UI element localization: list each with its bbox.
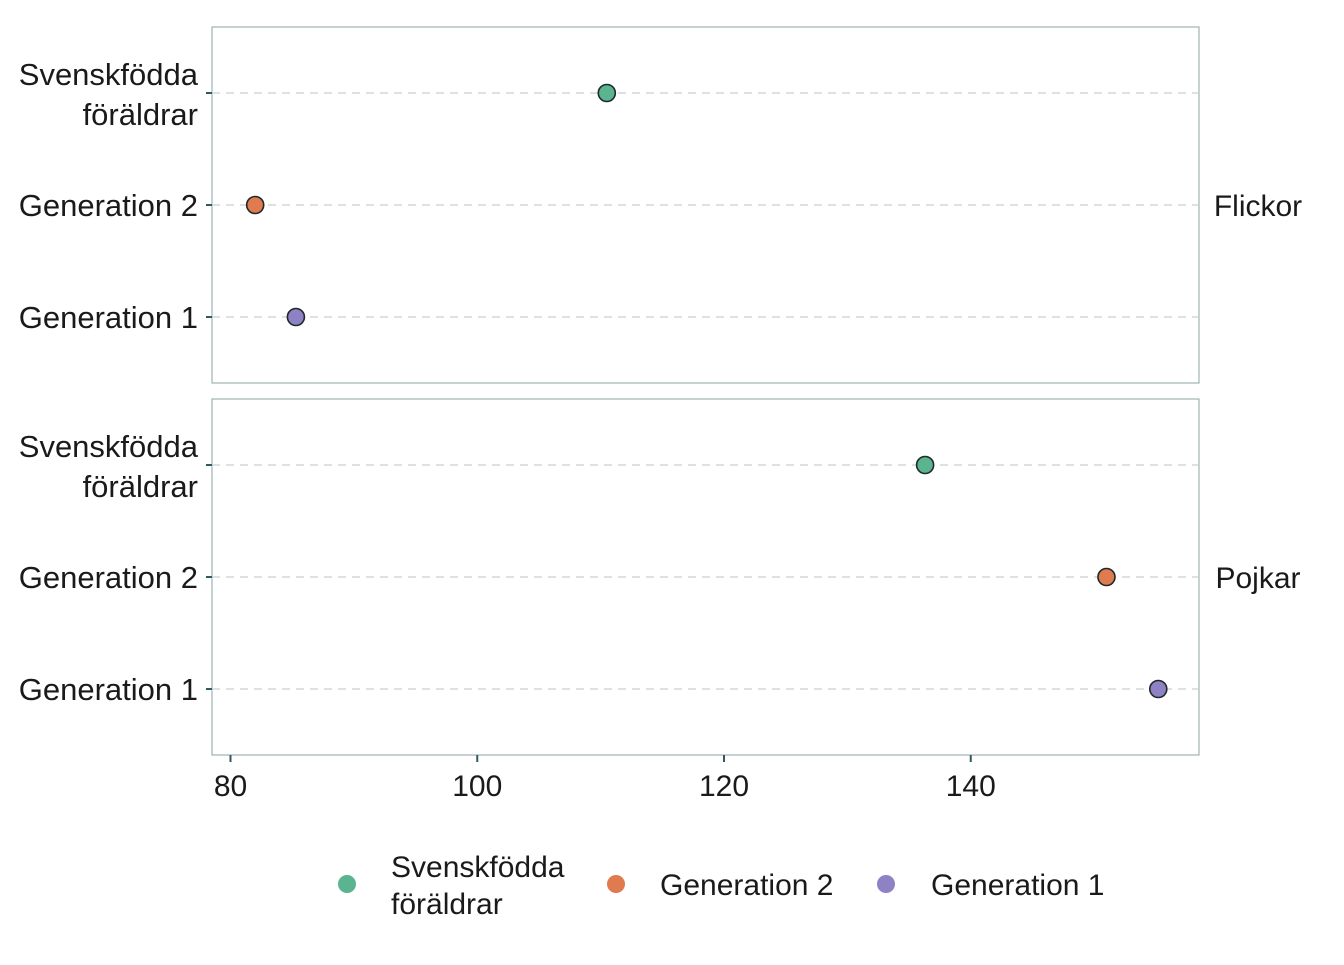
data-point (597, 83, 617, 103)
legend-label-line: Generation 2 (660, 869, 833, 902)
strip-label: Pojkar (1215, 562, 1300, 595)
data-point (915, 455, 935, 475)
y-tick-label: Generation 2 (19, 560, 198, 595)
y-tick-label-line: föräldrar (83, 97, 198, 132)
panel-0: Svenskfödda föräldrar Generation 2 Generati… (19, 26, 1302, 384)
x-tick-label: 140 (946, 770, 996, 803)
data-point (1148, 679, 1168, 699)
y-tick-label: Svenskfödda föräldrar (19, 429, 199, 504)
legend-swatch (877, 875, 895, 893)
y-tick-label-line: Generation 2 (19, 560, 198, 595)
legend-label: Generation 1 (931, 869, 1104, 902)
panel-1: Svenskfödda föräldrar Generation 2 Generati… (19, 398, 1301, 756)
legend-label: Svenskfödda föräldrar (391, 851, 565, 921)
y-tick-label-line: Generation 1 (19, 300, 198, 335)
y-tick-label-line: Svenskfödda (19, 57, 199, 92)
y-tick-label: Svenskfödda föräldrar (19, 57, 199, 132)
y-tick-label-line: Generation 2 (19, 188, 198, 223)
legend-swatch (607, 875, 625, 893)
data-point (286, 307, 306, 327)
data-point (245, 195, 265, 215)
y-tick-label: Generation 1 (19, 672, 198, 707)
legend-label-line: föräldrar (391, 888, 503, 921)
legend-label: Generation 2 (660, 869, 833, 902)
y-tick-label-line: Svenskfödda (19, 429, 199, 464)
y-tick-label-line: Generation 1 (19, 672, 198, 707)
x-tick-label: 100 (452, 770, 502, 803)
y-tick-label: Generation 2 (19, 188, 198, 223)
x-tick-label: 120 (699, 770, 749, 803)
data-point (1097, 567, 1116, 587)
y-tick-label: Generation 1 (19, 300, 198, 335)
legend-swatch (338, 875, 356, 893)
x-tick-label: 80 (214, 770, 247, 803)
y-tick-label-line: föräldrar (83, 469, 198, 504)
strip-label: Flickor (1214, 190, 1302, 223)
legend-label-line: Svenskfödda (391, 851, 565, 884)
legend-label-line: Generation 1 (931, 869, 1104, 902)
